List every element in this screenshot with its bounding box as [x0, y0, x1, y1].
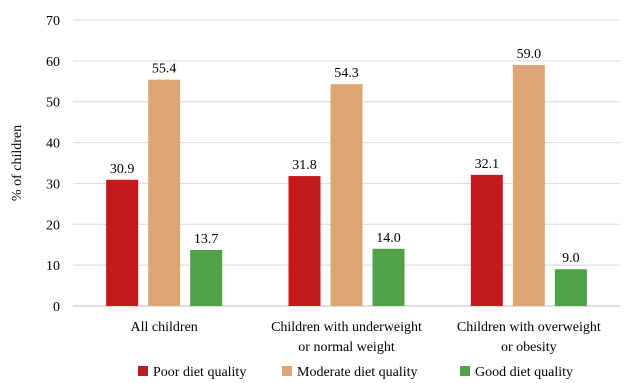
bar-poor-diet-quality [288, 176, 321, 306]
y-axis-title: % of children [10, 125, 25, 201]
data-labels: 30.9 55.4 13.7 31.8 54.3 14.0 32.1 59.0 9.0 [110, 47, 580, 266]
data-label: 32.1 [475, 157, 500, 172]
x-category-label: or normal weight [298, 340, 395, 355]
y-tick-label: 20 [46, 218, 60, 233]
data-label: 30.9 [110, 162, 135, 177]
data-label: 14.0 [376, 231, 401, 246]
bar-moderate-diet-quality [330, 84, 363, 306]
y-tick-label: 60 [46, 55, 60, 70]
y-tick-label: 30 [46, 177, 60, 192]
legend-label: Moderate diet quality [297, 365, 418, 380]
bar-good-diet-quality [190, 250, 223, 306]
y-tick-label: 40 [46, 137, 60, 152]
data-label: 31.8 [292, 158, 317, 173]
bar-poor-diet-quality [106, 179, 139, 306]
x-category-label: Children with overweight [457, 320, 601, 335]
data-label: 9.0 [562, 251, 580, 266]
y-tick-label: 0 [53, 300, 60, 315]
y-axis-ticks: 0 10 20 30 40 50 60 70 [46, 14, 60, 315]
legend-label: Good diet quality [475, 365, 573, 380]
legend: Poor diet quality Moderate diet quality Go… [138, 365, 573, 380]
data-label: 13.7 [194, 232, 219, 247]
bar-moderate-diet-quality [512, 64, 545, 306]
bar-moderate-diet-quality [148, 79, 181, 306]
data-label: 54.3 [334, 66, 359, 81]
bar-poor-diet-quality [470, 174, 503, 306]
legend-swatch [138, 366, 148, 376]
y-tick-label: 10 [46, 259, 60, 274]
x-category-label: All children [131, 320, 198, 335]
bars [106, 64, 587, 306]
legend-swatch [460, 366, 470, 376]
legend-label: Poor diet quality [153, 365, 246, 380]
x-category-label: Children with underweight [271, 320, 422, 335]
legend-swatch [282, 366, 292, 376]
bar-good-diet-quality [372, 248, 405, 306]
bar-good-diet-quality [554, 269, 587, 306]
y-tick-label: 70 [46, 14, 60, 29]
x-category-label: or obesity [501, 340, 557, 355]
category-labels: All children Children with underweight or … [131, 320, 601, 355]
data-label: 55.4 [152, 62, 177, 77]
data-label: 59.0 [517, 47, 542, 62]
y-tick-label: 50 [46, 96, 60, 111]
